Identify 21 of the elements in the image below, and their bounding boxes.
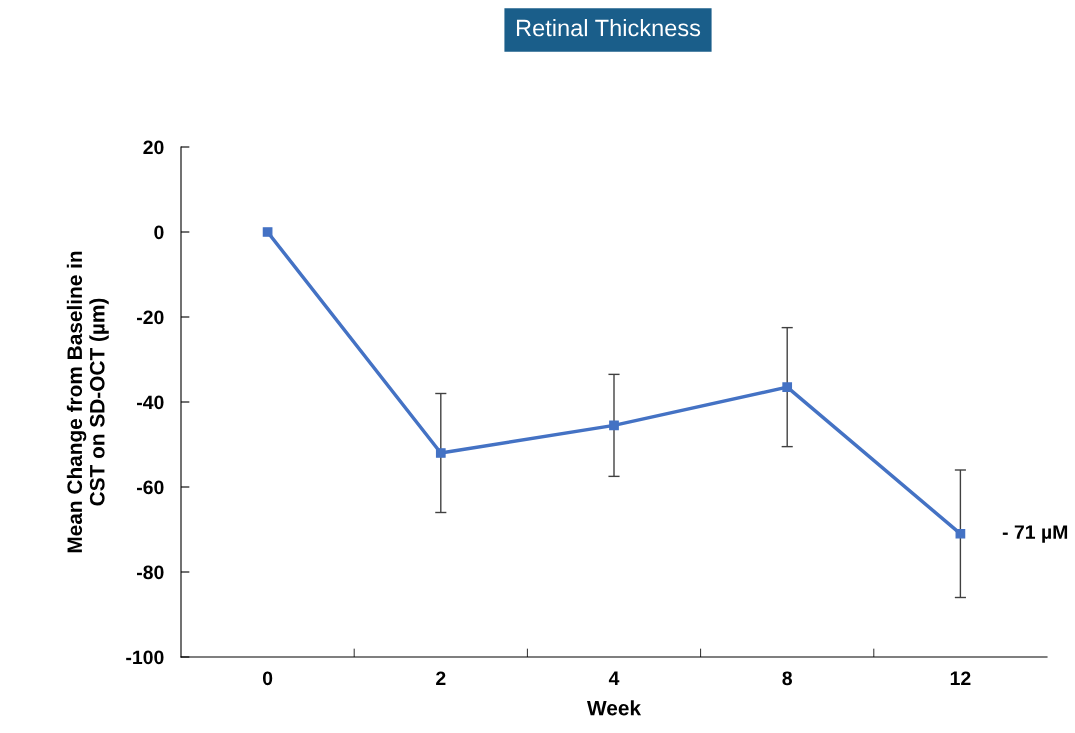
y-axis-title: Mean Change from Baseline in CST on SD-OCT (µm) bbox=[66, 251, 109, 553]
y-tick-label: -20 bbox=[136, 310, 164, 325]
x-tick-label: 12 bbox=[950, 671, 971, 685]
point bbox=[609, 420, 619, 431]
y-tick-label: -80 bbox=[136, 565, 164, 580]
x-axis-title: Week bbox=[586, 700, 642, 716]
x-tick-label: 8 bbox=[782, 671, 793, 686]
y-tick-label: -40 bbox=[136, 395, 164, 410]
point bbox=[262, 227, 273, 237]
y-tick-label: 20 bbox=[143, 140, 164, 155]
point bbox=[782, 382, 793, 392]
x-tick-label: 2 bbox=[436, 671, 446, 685]
point bbox=[955, 528, 966, 539]
annotation: - 71 µM bbox=[1002, 525, 1068, 543]
chart-title: Retinal Thickness bbox=[516, 19, 701, 37]
point bbox=[435, 448, 446, 458]
y-tick-label: -100 bbox=[126, 650, 164, 665]
y-tick-label: 0 bbox=[154, 225, 164, 240]
x-tick-label: 4 bbox=[608, 671, 620, 685]
x-tick-label: 0 bbox=[262, 671, 273, 686]
y-tick-label: -60 bbox=[136, 480, 164, 495]
